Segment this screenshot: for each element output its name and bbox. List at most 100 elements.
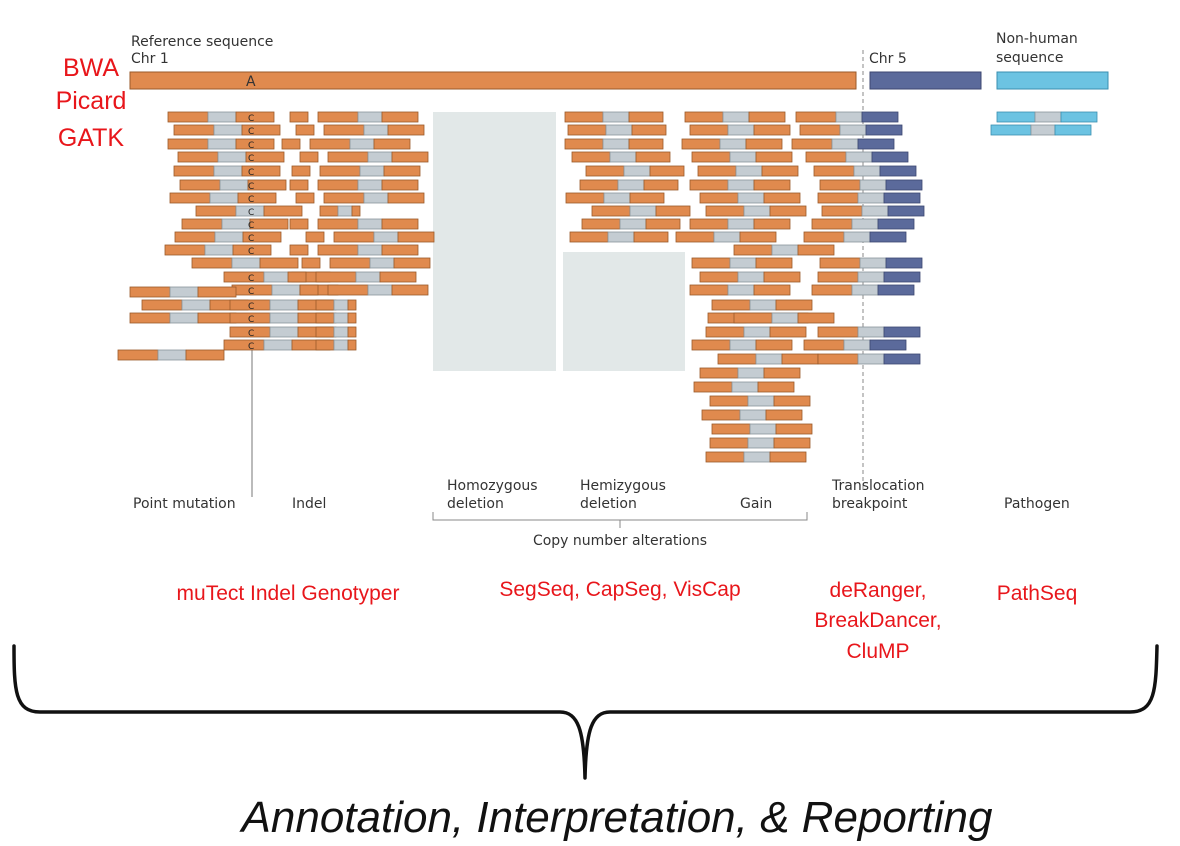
read-segment [845, 151, 873, 163]
read-segment [337, 205, 353, 217]
read-segment [799, 124, 841, 136]
read-segment [235, 111, 275, 123]
read-segment [709, 395, 749, 407]
read-segment [197, 286, 237, 298]
label-homozygous-line1: Homozygous [447, 478, 538, 494]
read-segment [681, 138, 721, 150]
read-segment [769, 326, 807, 338]
read-segment [387, 124, 425, 136]
read-segment [317, 218, 359, 230]
read-segment [249, 218, 289, 230]
read-segment [699, 192, 739, 204]
chr5-label: Chr 5 [869, 51, 907, 67]
read-segment [869, 339, 907, 351]
read-segment [213, 165, 243, 177]
read-segment [391, 284, 429, 296]
read-segment [635, 151, 671, 163]
read-segment [173, 165, 215, 177]
read-segment [393, 257, 431, 269]
read-segment [819, 257, 861, 269]
read-segment [231, 257, 261, 269]
read-segment [247, 179, 287, 191]
reference-sequence-label: Reference sequence [131, 34, 273, 50]
read-segment [351, 205, 361, 217]
read-segment [755, 339, 793, 351]
label-translocation-line1: Translocation [831, 478, 925, 494]
read-segment [727, 218, 755, 230]
read-segment [169, 192, 211, 204]
read-segment [691, 151, 731, 163]
read-segment [996, 111, 1036, 123]
read-segment [242, 231, 282, 243]
read-segment [713, 231, 741, 243]
read-segment [602, 138, 630, 150]
variant-base-c: C [248, 329, 254, 339]
read-segment [223, 339, 265, 351]
read-segment [1054, 124, 1092, 136]
read-segment [691, 257, 731, 269]
read-segment [743, 326, 771, 338]
read-segment [174, 231, 216, 243]
read-segment [843, 339, 871, 351]
label-homozygous-line2: deletion [447, 496, 504, 512]
read-segment [643, 179, 679, 191]
read-segment [739, 409, 767, 421]
read-segment [857, 138, 895, 150]
read-segment [727, 124, 755, 136]
variant-base-c: C [248, 342, 254, 352]
read-segment [803, 339, 845, 351]
read-segment [355, 271, 381, 283]
read-segment [219, 179, 249, 191]
read-segment [883, 192, 921, 204]
read-segment [281, 138, 301, 150]
read-segment [333, 231, 375, 243]
read-segment [753, 179, 791, 191]
read-segment [564, 111, 604, 123]
read-segment [295, 192, 315, 204]
read-segment [173, 124, 215, 136]
read-segment [367, 151, 393, 163]
read-segment [391, 151, 429, 163]
read-segment [747, 437, 775, 449]
nonhuman-label-line1: Non-human [996, 31, 1078, 47]
variant-base-c: C [248, 287, 254, 297]
read-segment [865, 124, 903, 136]
variant-base-c: C [248, 247, 254, 257]
read-segment [379, 271, 417, 283]
read-segment [739, 231, 777, 243]
nonhuman-reference-bar [996, 71, 1109, 90]
read-segment [209, 192, 239, 204]
read-segment [753, 284, 791, 296]
read-segment [843, 231, 871, 243]
homozygous-deletion-block [433, 112, 556, 371]
read-segment [241, 124, 281, 136]
read-segment [369, 257, 395, 269]
read-segment [887, 205, 925, 217]
read-segment [357, 111, 383, 123]
read-segment [357, 218, 383, 230]
read-segment [1030, 124, 1056, 136]
read-segment [357, 179, 383, 191]
read-segment [705, 326, 745, 338]
read-segment [691, 339, 731, 351]
read-segment [157, 349, 187, 361]
read-segment [603, 192, 631, 204]
read-segment [204, 244, 234, 256]
read-segment [709, 437, 749, 449]
read-segment [861, 111, 899, 123]
read-segment [323, 124, 365, 136]
nonhuman-label-line2: sequence [996, 50, 1063, 66]
read-segment [803, 231, 845, 243]
read-segment [753, 124, 791, 136]
read-segment [269, 326, 299, 338]
variant-base-c: C [248, 154, 254, 164]
read-segment [817, 271, 859, 283]
read-segment [141, 299, 183, 311]
read-segment [771, 312, 799, 324]
read-segment [591, 205, 631, 217]
read-segment [381, 244, 419, 256]
read-segment [729, 257, 757, 269]
read-segment [628, 138, 664, 150]
read-segment [699, 271, 739, 283]
read-segment [289, 179, 309, 191]
